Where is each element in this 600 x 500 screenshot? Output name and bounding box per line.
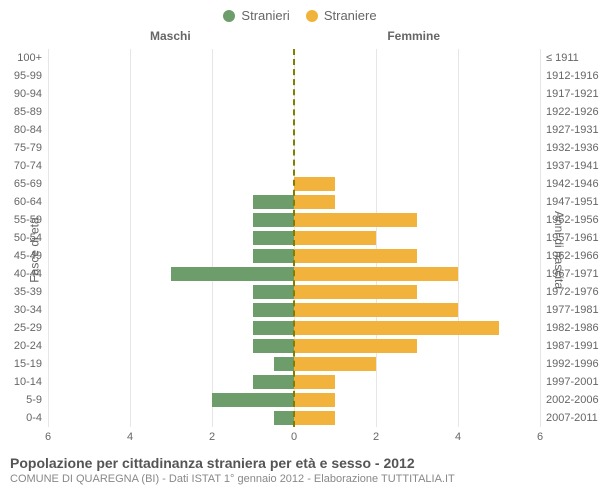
birth-label: 1992-1996	[546, 355, 600, 373]
birth-label: 1927-1931	[546, 121, 600, 139]
birth-label: 1917-1921	[546, 85, 600, 103]
age-label: 100+	[0, 49, 42, 67]
birth-label: 1942-1946	[546, 175, 600, 193]
section-labels: Maschi Femmine	[0, 29, 600, 47]
age-label: 30-34	[0, 301, 42, 319]
legend-swatch	[306, 10, 318, 22]
bar-female	[294, 195, 335, 209]
legend-item: Stranieri	[223, 8, 289, 23]
bar-female	[294, 249, 417, 263]
bar-male	[253, 231, 294, 245]
age-label: 65-69	[0, 175, 42, 193]
age-label: 45-49	[0, 247, 42, 265]
age-label: 15-19	[0, 355, 42, 373]
age-label: 35-39	[0, 283, 42, 301]
age-label: 20-24	[0, 337, 42, 355]
bar-male	[171, 267, 294, 281]
bar-male	[274, 357, 295, 371]
age-label: 5-9	[0, 391, 42, 409]
bar-male	[253, 339, 294, 353]
bar-female	[294, 321, 499, 335]
age-label: 90-94	[0, 85, 42, 103]
birth-label: 1967-1971	[546, 265, 600, 283]
bar-female	[294, 375, 335, 389]
bar-male	[274, 411, 295, 425]
section-label-male: Maschi	[150, 29, 191, 43]
bar-female	[294, 393, 335, 407]
bar-male	[253, 213, 294, 227]
x-tick: 0	[291, 431, 297, 443]
bar-male	[253, 195, 294, 209]
age-label: 25-29	[0, 319, 42, 337]
age-label: 10-14	[0, 373, 42, 391]
grid-vline	[540, 49, 541, 427]
x-tick: 2	[209, 431, 215, 443]
legend-label: Straniere	[324, 8, 377, 23]
birth-label: 1922-1926	[546, 103, 600, 121]
legend-label: Stranieri	[241, 8, 289, 23]
bar-male	[253, 285, 294, 299]
age-label: 60-64	[0, 193, 42, 211]
x-tick: 4	[455, 431, 461, 443]
age-label: 50-54	[0, 229, 42, 247]
birth-label: ≤ 1911	[546, 49, 600, 67]
bar-male	[253, 321, 294, 335]
birth-label: 1937-1941	[546, 157, 600, 175]
birth-label: 2002-2006	[546, 391, 600, 409]
legend-item: Straniere	[306, 8, 377, 23]
birth-label: 1962-1966	[546, 247, 600, 265]
birth-label: 1982-1986	[546, 319, 600, 337]
birth-label: 2007-2011	[546, 409, 600, 427]
bar-female	[294, 213, 417, 227]
age-label: 95-99	[0, 67, 42, 85]
legend: Stranieri Straniere	[0, 0, 600, 29]
bar-male	[212, 393, 294, 407]
age-label: 0-4	[0, 409, 42, 427]
plot-area: 100+≤ 191195-991912-191690-941917-192185…	[48, 49, 540, 427]
chart-footer: Popolazione per cittadinanza straniera p…	[0, 445, 600, 485]
age-label: 55-59	[0, 211, 42, 229]
center-line	[293, 49, 295, 427]
bar-male	[253, 249, 294, 263]
age-label: 80-84	[0, 121, 42, 139]
birth-label: 1972-1976	[546, 283, 600, 301]
footer-title: Popolazione per cittadinanza straniera p…	[10, 455, 590, 471]
bar-female	[294, 231, 376, 245]
x-tick: 2	[373, 431, 379, 443]
x-axis: 6 4 2 0 2 4 6	[48, 431, 540, 445]
birth-label: 1987-1991	[546, 337, 600, 355]
footer-subtitle: COMUNE DI QUAREGNA (BI) - Dati ISTAT 1° …	[10, 473, 590, 485]
age-label: 40-44	[0, 265, 42, 283]
age-label: 75-79	[0, 139, 42, 157]
bar-male	[253, 303, 294, 317]
age-label: 70-74	[0, 157, 42, 175]
x-tick: 6	[45, 431, 51, 443]
bar-female	[294, 411, 335, 425]
bar-female	[294, 177, 335, 191]
birth-label: 1932-1936	[546, 139, 600, 157]
birth-label: 1947-1951	[546, 193, 600, 211]
bar-female	[294, 339, 417, 353]
birth-label: 1957-1961	[546, 229, 600, 247]
birth-label: 1997-2001	[546, 373, 600, 391]
birth-label: 1977-1981	[546, 301, 600, 319]
population-pyramid-chart: StranieriStraniere Maschi Femmine Fasce …	[0, 0, 600, 500]
section-label-female: Femmine	[387, 29, 440, 43]
x-tick: 6	[537, 431, 543, 443]
bar-female	[294, 285, 417, 299]
birth-label: 1912-1916	[546, 67, 600, 85]
legend-swatch	[223, 10, 235, 22]
x-tick: 4	[127, 431, 133, 443]
bar-female	[294, 303, 458, 317]
birth-label: 1952-1956	[546, 211, 600, 229]
bar-female	[294, 357, 376, 371]
bar-male	[253, 375, 294, 389]
bar-female	[294, 267, 458, 281]
age-label: 85-89	[0, 103, 42, 121]
